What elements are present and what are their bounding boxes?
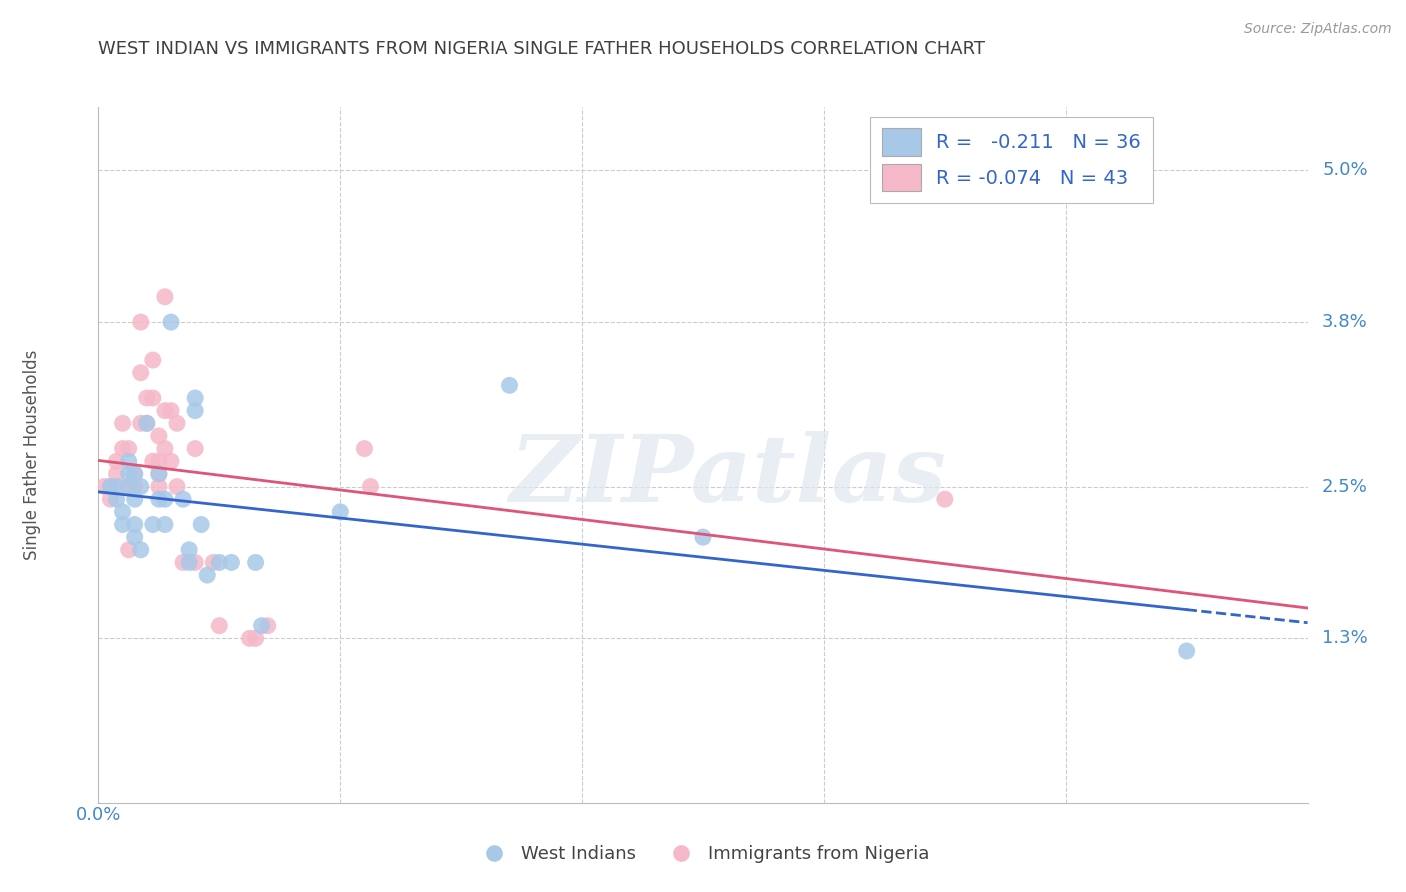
Point: [1175, 644, 1198, 658]
Text: Single Father Households: Single Father Households: [22, 350, 41, 560]
Point: [100, 479, 122, 493]
Point: [105, 454, 128, 468]
Point: [135, 417, 157, 431]
Point: [208, 618, 231, 632]
Point: [111, 442, 134, 456]
Point: [124, 479, 146, 493]
Point: [129, 542, 152, 557]
Point: [160, 403, 183, 417]
Point: [498, 378, 520, 392]
Point: [166, 417, 188, 431]
Point: [153, 442, 176, 456]
Text: 3.8%: 3.8%: [1322, 313, 1368, 331]
Point: [153, 492, 176, 507]
Text: Source: ZipAtlas.com: Source: ZipAtlas.com: [1244, 22, 1392, 37]
Point: [118, 467, 141, 481]
Point: [245, 556, 267, 570]
Point: [166, 479, 188, 493]
Point: [221, 556, 243, 570]
Point: [129, 479, 152, 493]
Text: 1.3%: 1.3%: [1322, 630, 1368, 648]
Point: [111, 417, 134, 431]
Point: [135, 417, 157, 431]
Point: [148, 429, 170, 443]
Point: [148, 492, 170, 507]
Point: [124, 467, 146, 481]
Point: [124, 517, 146, 532]
Point: [100, 492, 122, 507]
Point: [245, 632, 267, 646]
Point: [135, 391, 157, 405]
Point: [105, 479, 128, 493]
Legend: West Indians, Immigrants from Nigeria: West Indians, Immigrants from Nigeria: [470, 838, 936, 871]
Point: [153, 403, 176, 417]
Point: [184, 556, 207, 570]
Point: [239, 632, 262, 646]
Point: [124, 492, 146, 507]
Point: [256, 618, 278, 632]
Point: [118, 479, 141, 493]
Point: [105, 492, 128, 507]
Point: [692, 530, 714, 544]
Point: [118, 442, 141, 456]
Point: [129, 417, 152, 431]
Point: [184, 391, 207, 405]
Point: [148, 479, 170, 493]
Point: [153, 517, 176, 532]
Point: [142, 517, 165, 532]
Point: [118, 479, 141, 493]
Text: WEST INDIAN VS IMMIGRANTS FROM NIGERIA SINGLE FATHER HOUSEHOLDS CORRELATION CHAR: WEST INDIAN VS IMMIGRANTS FROM NIGERIA S…: [98, 40, 986, 58]
Point: [208, 556, 231, 570]
Point: [195, 568, 218, 582]
Point: [360, 479, 382, 493]
Point: [177, 542, 201, 557]
Point: [118, 542, 141, 557]
Point: [129, 315, 152, 329]
Point: [160, 454, 183, 468]
Point: [142, 391, 165, 405]
Point: [124, 530, 146, 544]
Point: [184, 442, 207, 456]
Point: [934, 492, 956, 507]
Point: [160, 315, 183, 329]
Point: [148, 454, 170, 468]
Text: 0.0%: 0.0%: [76, 806, 121, 824]
Point: [93, 479, 115, 493]
Point: [250, 618, 273, 632]
Text: ZIPatlas: ZIPatlas: [509, 431, 946, 521]
Point: [111, 517, 134, 532]
Point: [148, 467, 170, 481]
Point: [153, 290, 176, 304]
Point: [202, 556, 225, 570]
Point: [142, 454, 165, 468]
Point: [190, 517, 212, 532]
Point: [142, 353, 165, 368]
Point: [105, 467, 128, 481]
Point: [129, 366, 152, 380]
Point: [177, 556, 201, 570]
Text: 2.5%: 2.5%: [1322, 477, 1368, 496]
Point: [148, 467, 170, 481]
Point: [329, 505, 352, 519]
Point: [100, 479, 122, 493]
Point: [353, 442, 375, 456]
Point: [124, 467, 146, 481]
Point: [184, 403, 207, 417]
Point: [118, 454, 141, 468]
Point: [111, 505, 134, 519]
Point: [172, 492, 194, 507]
Point: [172, 556, 194, 570]
Text: 5.0%: 5.0%: [1322, 161, 1368, 179]
Point: [105, 479, 128, 493]
